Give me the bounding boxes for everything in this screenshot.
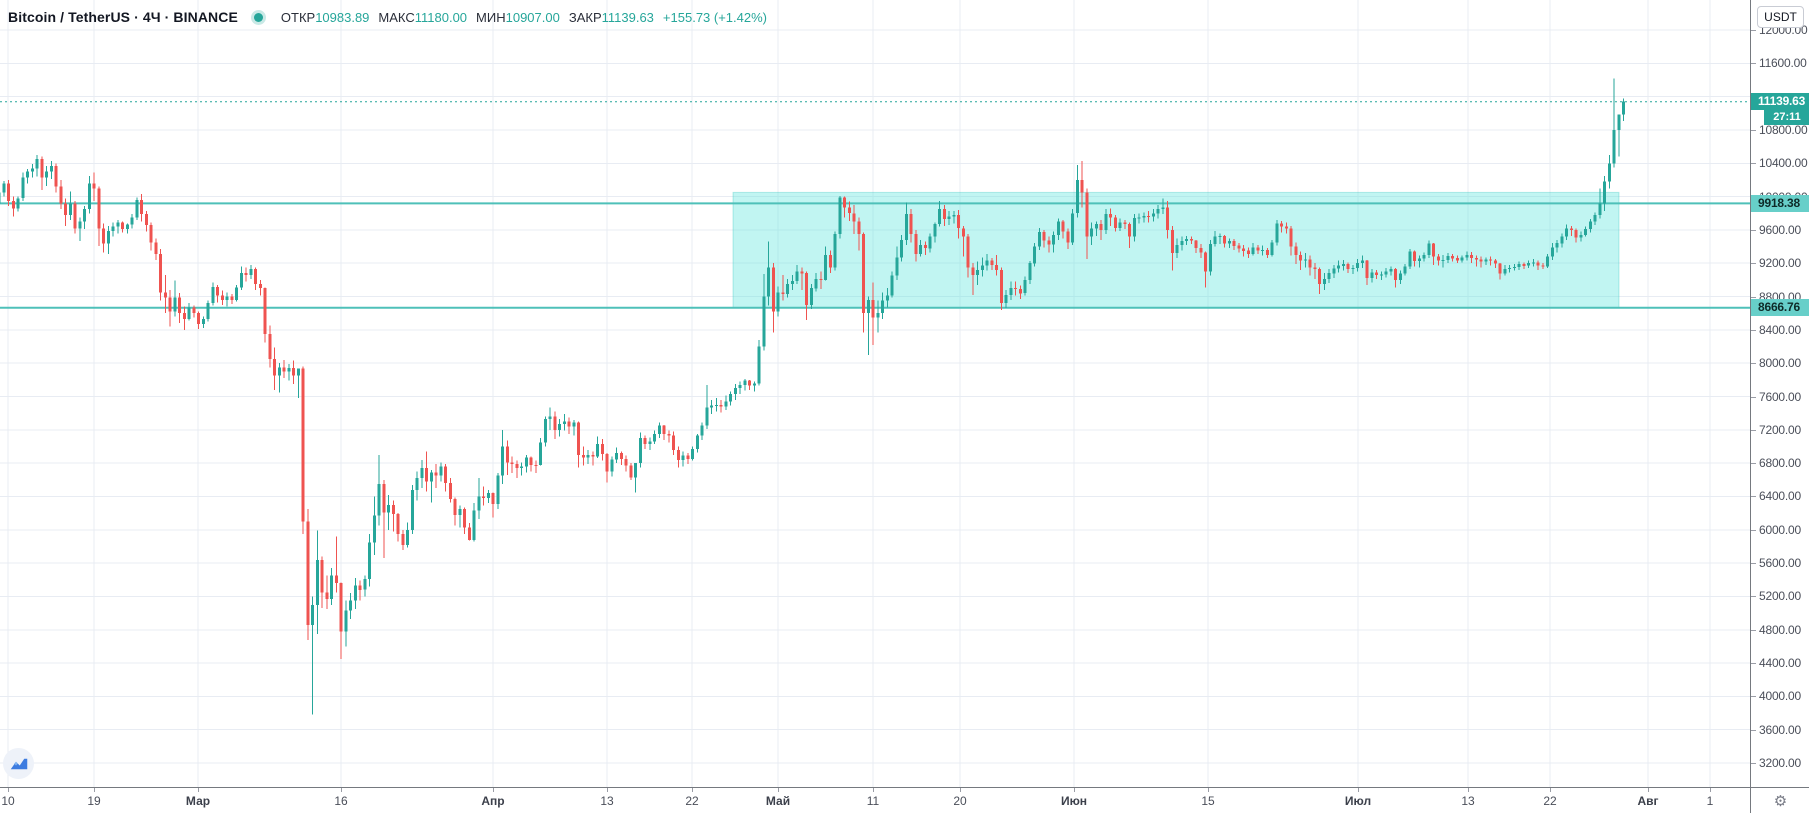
candlestick-series (0, 78, 1625, 715)
price-tick-label: 3600.00 (1751, 722, 1801, 737)
price-tick-label: 10400.00 (1750, 156, 1808, 171)
time-tick-mark (607, 788, 608, 792)
tradingview-logo-icon[interactable] (3, 748, 34, 779)
price-change: +155.73 (+1.42%) (662, 9, 767, 25)
gear-icon[interactable]: ⚙ (1773, 792, 1788, 810)
time-tick-mark (493, 788, 494, 792)
price-tick-label: 6400.00 (1751, 489, 1801, 504)
price-tick-label: 9200.00 (1751, 256, 1801, 271)
time-tick-mark (960, 788, 961, 792)
time-tick-mark (8, 788, 9, 792)
axis-corner: ⚙ (1750, 787, 1809, 813)
market-status-dot-icon (253, 12, 263, 22)
time-tick-label: 1 (1706, 794, 1714, 808)
time-tick-label: 13 (600, 794, 614, 808)
support-price-label: 8666.76 (1751, 299, 1809, 317)
current-price-label: 11139.63 (1751, 93, 1809, 111)
time-tick-label: Мар (185, 794, 211, 808)
time-tick-mark (778, 788, 779, 792)
time-tick-mark (1208, 788, 1209, 792)
price-tick-label: 4400.00 (1751, 656, 1801, 671)
price-tick-label: 11600.00 (1751, 56, 1807, 71)
price-tick-label: 8400.00 (1751, 322, 1801, 337)
price-tick-label: 9600.00 (1751, 222, 1801, 237)
time-tick-mark (1468, 788, 1469, 792)
price-tick-label: 10800.00 (1750, 122, 1808, 137)
time-tick-label: Май (765, 794, 791, 808)
chart-legend: Bitcoin / TetherUS · 4Ч · BINANCE ОТКР10… (8, 7, 767, 27)
price-tick-label: 6800.00 (1751, 456, 1801, 471)
time-tick-label: Авг (1637, 794, 1659, 808)
time-tick-label: Июл (1344, 794, 1372, 808)
time-tick-mark (1710, 788, 1711, 792)
price-tick-label: 4800.00 (1751, 622, 1801, 637)
grid (0, 0, 1750, 787)
time-tick-mark (341, 788, 342, 792)
time-tick-label: Июн (1060, 794, 1088, 808)
price-tick-label: 8000.00 (1751, 356, 1801, 371)
price-tick-label: 4000.00 (1751, 689, 1801, 704)
resistance-price-label: 9918.38 (1751, 194, 1809, 212)
candlestick-chart[interactable] (0, 0, 1750, 787)
time-axis[interactable]: 10 19 Мар 16 Апр 13 22 Май 11 20 Июн 15 Июл 13 22 Авг 1 (0, 787, 1750, 813)
time-tick-label: 16 (334, 794, 348, 808)
price-tick-label: 6000.00 (1751, 522, 1801, 537)
price-tick-label: 3200.00 (1751, 756, 1801, 771)
time-tick-mark (1550, 788, 1551, 792)
time-tick-label: 13 (1461, 794, 1475, 808)
price-tick-label: 5200.00 (1751, 589, 1801, 604)
ohlc-open: ОТКР10983.89 (280, 9, 370, 25)
time-tick-label: Апр (481, 794, 505, 808)
time-tick-mark (1648, 788, 1649, 792)
time-tick-label: 22 (685, 794, 699, 808)
price-tick-label: 7200.00 (1751, 422, 1801, 437)
time-tick-label: 11 (866, 794, 880, 808)
ohlc-high: МАКС11180.00 (378, 9, 468, 25)
symbol-title[interactable]: Bitcoin / TetherUS · 4Ч · BINANCE (8, 9, 238, 25)
time-tick-mark (1358, 788, 1359, 792)
time-tick-label: 15 (1201, 794, 1215, 808)
time-tick-mark (692, 788, 693, 792)
price-axis[interactable]: 11139.63 27:11 9918.38 8666.76 12000.00 1… (1750, 0, 1809, 787)
ohlc-close: ЗАКР11139.63 (568, 9, 654, 25)
time-tick-mark (1074, 788, 1075, 792)
bar-countdown-label: 27:11 (1764, 110, 1809, 126)
price-tick-label: 7600.00 (1751, 389, 1801, 404)
time-tick-mark (198, 788, 199, 792)
time-tick-mark (94, 788, 95, 792)
time-tick-label: 10 (1, 794, 15, 808)
time-tick-label: 22 (1543, 794, 1557, 808)
time-tick-mark (873, 788, 874, 792)
time-tick-label: 19 (87, 794, 101, 808)
ohlc-low: МИН10907.00 (476, 9, 560, 25)
currency-toggle-button[interactable]: USDT (1757, 6, 1804, 28)
time-tick-label: 20 (953, 794, 967, 808)
price-tick-label: 5600.00 (1751, 556, 1801, 571)
